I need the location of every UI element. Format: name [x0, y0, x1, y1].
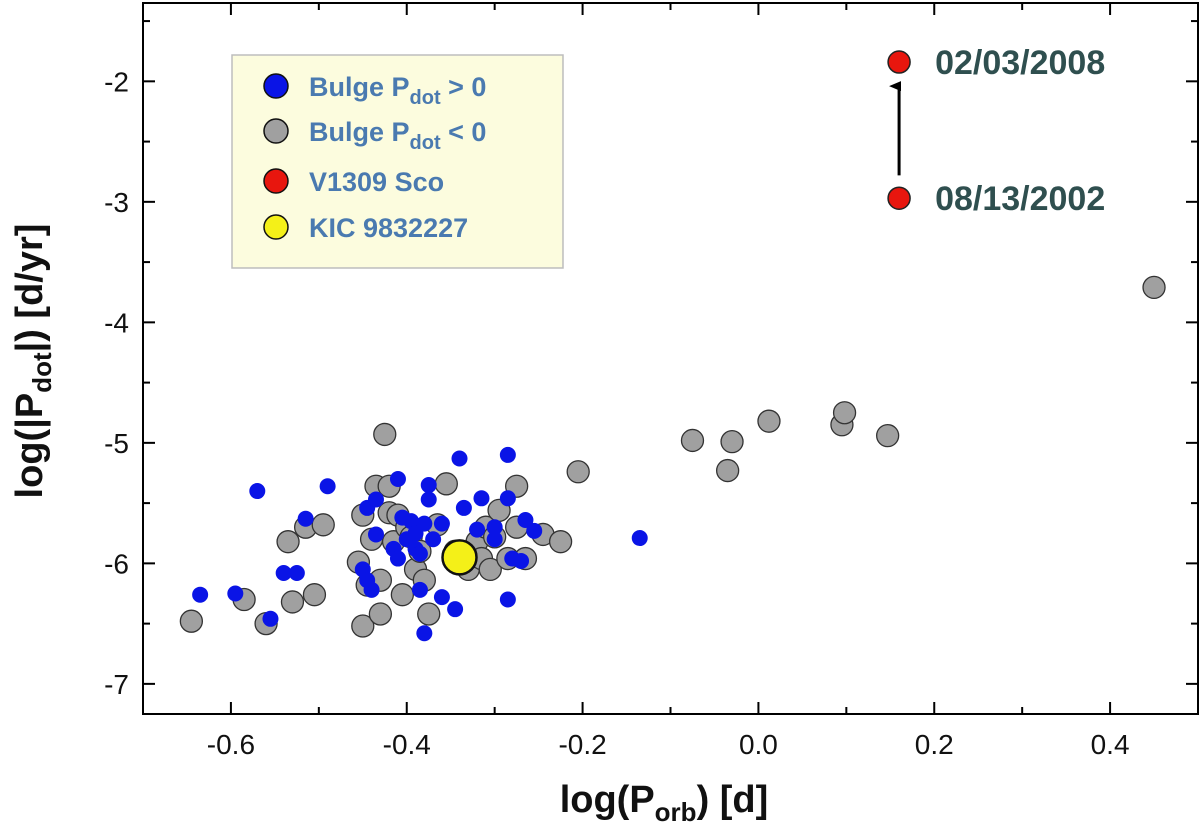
point-bulge-pdot-0	[367, 526, 384, 543]
point-bulge-pdot-0	[876, 423, 900, 448]
point-bulge-pdot-0	[373, 422, 397, 447]
point-bulge-pdot-0	[513, 552, 530, 569]
legend: Bulge Pdot > 0 Bulge Pdot < 0 V1309 Sco KIC…	[231, 54, 564, 269]
x-axis-title: log(Porb) [d]	[560, 779, 769, 827]
point-bulge-pdot-0	[351, 614, 375, 638]
point-bulge-pdot-0	[469, 521, 486, 538]
point-bulge-pdot-0	[280, 590, 305, 614]
series-kic-9832227	[441, 539, 478, 576]
x-tick-label: -0.6	[207, 729, 255, 760]
point-bulge-pdot-0	[548, 530, 573, 554]
legend-marker	[263, 118, 289, 144]
point-bulge-pdot-0	[1142, 275, 1166, 300]
point-bulge-pdot-0	[390, 583, 415, 607]
legend-marker	[263, 73, 289, 99]
point-bulge-pdot-0	[416, 515, 433, 532]
point-bulge-pdot-0	[420, 477, 437, 494]
y-tick-label: -3	[104, 187, 129, 218]
series-bulge-pdot-0	[192, 446, 648, 642]
point-bulge-pdot-0	[720, 430, 744, 454]
point-bulge-pdot-0	[455, 499, 472, 516]
point-bulge-pdot-0	[411, 581, 428, 598]
data-points	[179, 50, 1166, 642]
point-bulge-pdot-0	[319, 478, 336, 495]
point-bulge-pdot-0	[631, 530, 648, 547]
point-bulge-pdot-0	[473, 490, 490, 507]
point-bulge-pdot-0	[680, 428, 705, 453]
point-bulge-pdot-0	[302, 583, 327, 607]
point-bulge-pdot-0	[311, 513, 335, 537]
legend-marker	[263, 168, 289, 194]
point-bulge-pdot-0	[262, 610, 279, 627]
point-bulge-pdot-0	[249, 483, 266, 500]
x-tick-label: -0.4	[383, 729, 431, 760]
y-tick-label: -6	[104, 548, 129, 579]
point-v1309-sco	[887, 186, 911, 210]
point-bulge-pdot-0	[367, 491, 384, 508]
point-bulge-pdot-0	[434, 472, 458, 496]
point-bulge-pdot-0	[425, 531, 442, 548]
point-bulge-pdot-0	[499, 446, 516, 463]
point-bulge-pdot-0	[389, 471, 406, 488]
point-bulge-pdot-0	[433, 589, 450, 606]
y-tick-label: -5	[104, 428, 129, 459]
x-tick-labels: -0.6 -0.4 -0.2 0.0 0.2 0.4	[207, 729, 1130, 760]
point-bulge-pdot-0	[192, 586, 209, 603]
point-bulge-pdot-0	[433, 515, 450, 532]
point-bulge-pdot-0	[227, 585, 244, 602]
point-bulge-pdot-0	[288, 565, 305, 582]
point-bulge-pdot-0	[499, 591, 516, 608]
y-axis-title: log(|Pdot|) [d/yr]	[9, 224, 57, 499]
point-bulge-pdot-0	[447, 601, 464, 618]
y-tick-label: -2	[104, 66, 129, 97]
point-bulge-pdot-0	[416, 625, 433, 642]
point-bulge-pdot-0	[363, 581, 380, 598]
legend-label: Bulge Pdot < 0	[309, 117, 486, 154]
x-tick-label: 0.0	[739, 729, 778, 760]
y-tick-labels: -7 -6 -5 -4 -3 -2	[104, 66, 129, 700]
legend-label: KIC 9832227	[309, 213, 468, 243]
point-bulge-pdot-0	[526, 522, 543, 539]
point-bulge-pdot-0	[566, 460, 590, 484]
point-bulge-pdot-0	[499, 490, 516, 507]
x-tick-label: 0.4	[1091, 729, 1130, 760]
point-bulge-pdot-0	[478, 557, 502, 582]
point-kic-9832227	[441, 539, 478, 576]
point-bulge-pdot-0	[517, 511, 534, 528]
point-bulge-pdot-0	[368, 602, 393, 626]
point-bulge-pdot-0	[757, 409, 781, 433]
point-bulge-pdot-0	[411, 545, 428, 562]
x-tick-label: 0.2	[915, 729, 954, 760]
point-bulge-pdot-0	[275, 565, 292, 582]
date-label-2008: 02/03/2008	[935, 44, 1105, 82]
point-bulge-pdot-0	[403, 513, 420, 530]
legend-label: V1309 Sco	[309, 167, 444, 197]
y-tick-label: -7	[104, 669, 129, 700]
x-tick-label: -0.2	[558, 729, 606, 760]
point-bulge-pdot-0	[389, 550, 406, 567]
legend-label: Bulge Pdot > 0	[309, 72, 486, 109]
point-bulge-pdot-0	[715, 458, 740, 483]
point-bulge-pdot-0	[486, 531, 503, 548]
point-bulge-pdot-0	[276, 530, 300, 554]
point-bulge-pdot-0	[179, 609, 204, 633]
point-bulge-pdot-0	[417, 602, 441, 626]
point-bulge-pdot-0	[451, 450, 468, 467]
point-v1309-sco	[887, 50, 911, 74]
point-bulge-pdot-0	[420, 491, 437, 508]
y-tick-label: -4	[104, 307, 129, 338]
point-bulge-pdot-0	[486, 519, 503, 536]
point-bulge-pdot-0	[297, 510, 314, 527]
point-bulge-pdot-0	[832, 401, 857, 425]
series-v1309-sco	[887, 50, 911, 210]
legend-marker	[263, 214, 289, 240]
date-label-2002: 08/13/2002	[935, 180, 1105, 218]
axis-ticks	[142, 3, 1199, 714]
